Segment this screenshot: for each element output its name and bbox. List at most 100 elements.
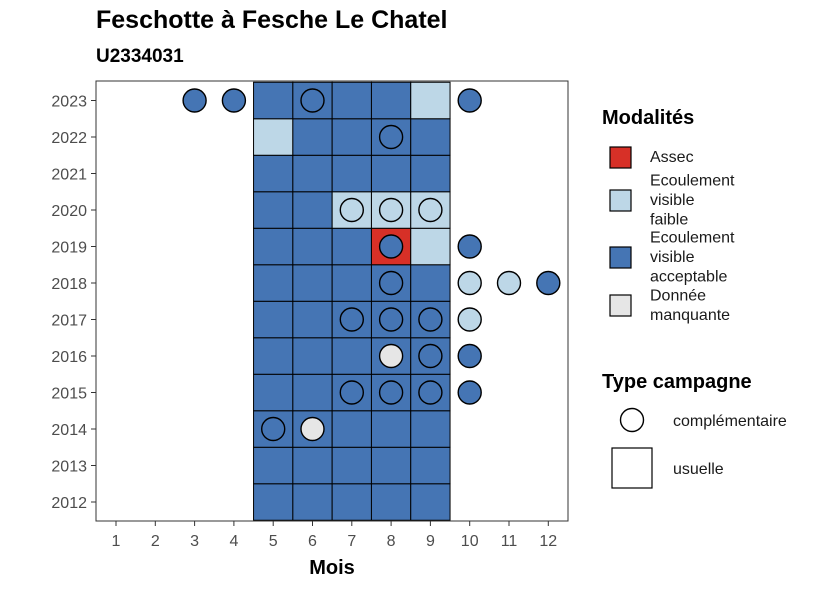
plot-panel-border: [95, 80, 569, 522]
legend-type-campagne: Type campagne complémentaire usuelle: [602, 371, 787, 489]
tile-2022-5: [253, 118, 294, 156]
point-2018-11: [496, 270, 522, 296]
point-2019-10: [457, 234, 482, 259]
tile-2021-6: [292, 154, 333, 193]
tile-2021-9: [410, 154, 451, 193]
tile-2013-8: [370, 446, 412, 485]
tile-2015-5: [253, 373, 294, 412]
tile-2018-7: [331, 264, 372, 302]
tile-2012-6: [292, 483, 333, 521]
tile-2014-9: [410, 410, 451, 448]
y-tick-label: 2016: [51, 349, 87, 366]
tile-2016-7: [331, 337, 372, 375]
x-axis: 1 2 3 4 5 6 7 8 9 10 11 12: [112, 521, 557, 550]
x-tick-label: 3: [190, 533, 199, 550]
tile-2018-9: [410, 264, 451, 302]
point-2017-8: [378, 307, 404, 332]
point-2014-6: [300, 416, 325, 442]
y-tick-label: 2021: [51, 167, 87, 184]
point-2014-5: [261, 416, 286, 442]
legend-key: [609, 189, 632, 212]
x-tick-label: 1: [112, 533, 121, 550]
tile-2012-5: [253, 483, 294, 521]
point-2023-3: [182, 88, 207, 113]
legend-label: Ecoulement: [650, 173, 735, 190]
y-tick-label: 2014: [51, 422, 87, 439]
tile-2013-7: [331, 446, 372, 485]
y-tick-label: 2022: [51, 130, 87, 147]
legend-circle-key: [619, 407, 645, 433]
legend-key: [609, 294, 632, 317]
tile-2019-5: [253, 227, 294, 266]
legend-label: Ecoulement: [650, 230, 735, 247]
legend-label: visible: [650, 249, 695, 266]
tile-2020-5: [253, 191, 294, 229]
tile-2016-5: [253, 337, 294, 375]
x-tick-label: 9: [426, 533, 435, 550]
point-2015-7: [339, 380, 364, 405]
legend-key: [609, 246, 632, 269]
point-2018-8: [378, 270, 404, 296]
x-tick-label: 11: [501, 533, 518, 550]
point-2018-12: [536, 270, 561, 296]
point-2016-10: [457, 343, 482, 369]
legend-modalites-title: Modalités: [602, 107, 694, 129]
legend-label: Donnée: [650, 287, 706, 304]
point-2018-10: [457, 270, 482, 296]
point-2022-8: [378, 124, 404, 150]
point-2015-10: [457, 380, 482, 405]
x-tick-label: 6: [308, 533, 317, 550]
tile-2021-7: [331, 154, 372, 193]
chart-subtitle: U2334031: [96, 46, 184, 67]
point-2020-8: [378, 197, 404, 223]
tile-2017-6: [292, 300, 333, 339]
legend-label: usuelle: [673, 461, 724, 478]
point-2015-9: [418, 380, 443, 405]
tile-2021-8: [370, 154, 412, 193]
tile-2023-9: [410, 81, 451, 120]
tile-2016-6: [292, 337, 333, 375]
point-2020-9: [418, 197, 443, 223]
tile-2022-6: [292, 118, 333, 156]
point-2015-8: [378, 380, 404, 405]
tile-2019-6: [292, 227, 333, 266]
legend-label: Assec: [650, 149, 694, 166]
y-tick-label: 2015: [51, 386, 87, 403]
tile-2022-9: [410, 118, 451, 156]
tile-2013-5: [253, 446, 294, 485]
tile-2020-6: [292, 191, 333, 229]
point-2017-10: [457, 307, 482, 332]
tile-2012-9: [410, 483, 451, 521]
point-2020-7: [339, 197, 364, 223]
point-2019-8: [378, 234, 404, 259]
tile-2012-8: [370, 483, 412, 521]
y-tick-label: 2013: [51, 459, 87, 476]
tile-2023-5: [253, 81, 294, 120]
tile-2019-9: [410, 227, 451, 266]
legend-label: complémentaire: [673, 413, 787, 430]
legend-key: [609, 146, 632, 169]
tile-2015-6: [292, 373, 333, 412]
y-axis: 2012 2013 2014 2015 2016 2017 2018 2019 2020 2021…: [51, 94, 96, 512]
point-2016-8: [378, 343, 404, 369]
legend-label: visible: [650, 192, 695, 209]
tile-2019-7: [331, 227, 372, 266]
y-tick-label: 2017: [51, 313, 87, 330]
x-tick-label: 10: [461, 533, 479, 550]
point-2016-9: [418, 343, 443, 369]
tile-2023-7: [331, 81, 372, 120]
x-tick-label: 12: [539, 533, 557, 550]
tile-2018-5: [253, 264, 294, 302]
legend-label: faible: [650, 212, 688, 229]
tile-2021-5: [253, 154, 294, 193]
y-tick-label: 2019: [51, 240, 87, 257]
point-2017-9: [418, 307, 443, 332]
usuelle-tiles: [253, 81, 451, 521]
x-tick-label: 4: [229, 533, 238, 550]
legend-modalites: ModalitésAssecEcoulementvisiblefaibleEco…: [602, 107, 735, 324]
tile-2017-5: [253, 300, 294, 339]
x-tick-label: 2: [151, 533, 160, 550]
x-axis-title: Mois: [309, 557, 355, 579]
legend-label: manquante: [650, 307, 730, 324]
